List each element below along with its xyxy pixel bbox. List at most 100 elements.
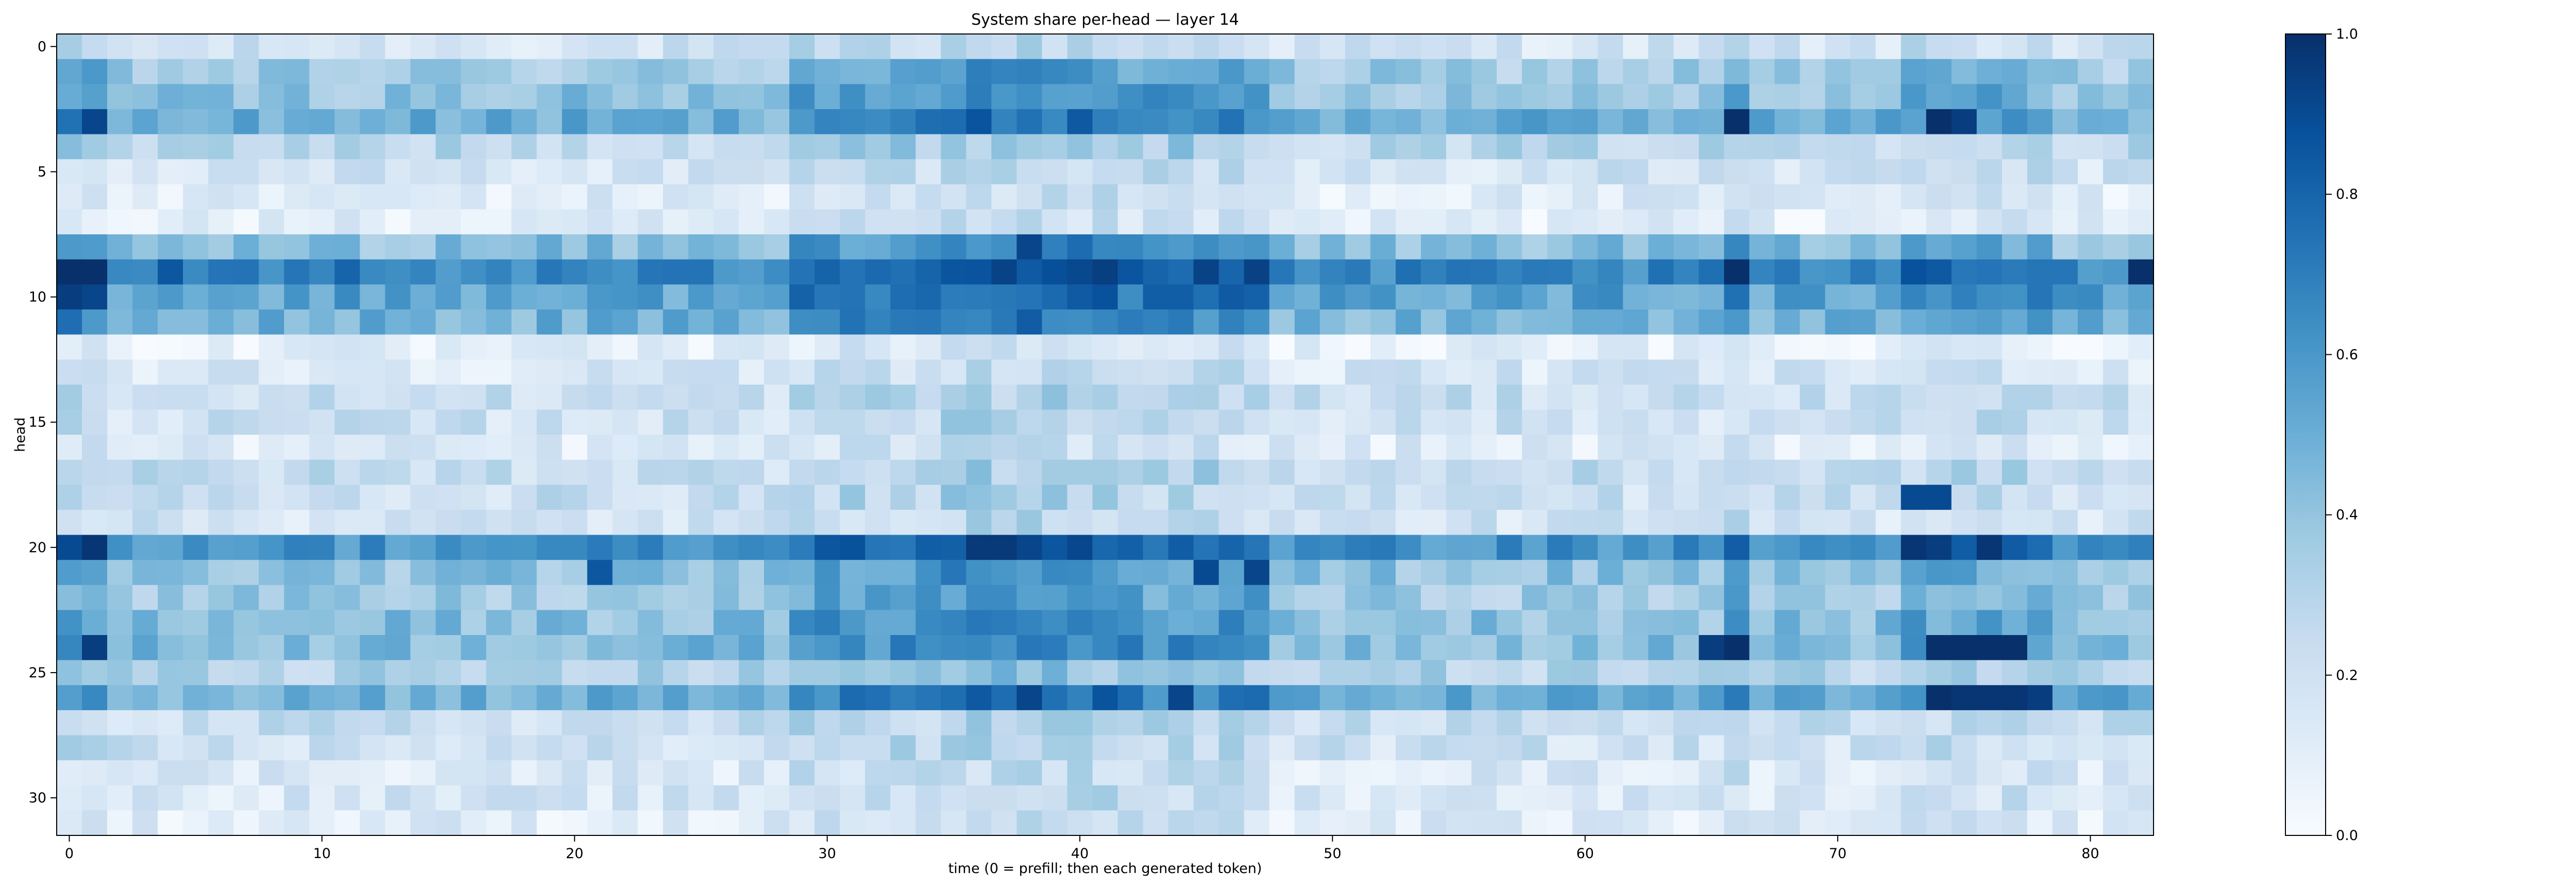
heatmap-cell <box>562 560 588 586</box>
heatmap-cell <box>713 184 739 210</box>
heatmap-cell <box>1370 635 1396 661</box>
heatmap-cell <box>435 660 462 686</box>
heatmap-cell <box>2027 610 2053 636</box>
heatmap-cell <box>334 409 361 435</box>
heatmap-cell <box>1016 109 1043 135</box>
heatmap-cell <box>1143 109 1169 135</box>
heatmap-cell <box>764 560 790 586</box>
heatmap-cell <box>511 685 537 711</box>
heatmap-cell <box>865 710 891 736</box>
heatmap-cell <box>1926 810 1952 836</box>
heatmap-cell <box>738 384 765 410</box>
heatmap-cell <box>360 685 386 711</box>
heatmap-cell <box>991 84 1017 110</box>
heatmap-cell <box>1699 309 1724 335</box>
heatmap-cell <box>1951 84 1977 110</box>
heatmap-cell <box>1420 184 1447 210</box>
heatmap-cell <box>2077 810 2104 836</box>
heatmap-cell <box>1168 209 1194 235</box>
heatmap-cell <box>663 485 689 510</box>
heatmap-cell <box>1193 585 1219 610</box>
heatmap-cell <box>309 209 335 235</box>
heatmap-cell <box>840 209 866 235</box>
heatmap-cell <box>738 259 765 285</box>
heatmap-cell <box>941 485 967 510</box>
heatmap-cell <box>2103 635 2129 661</box>
heatmap-cell <box>284 334 310 360</box>
heatmap-cell <box>183 685 209 711</box>
heatmap-cell <box>1875 184 1902 210</box>
heatmap-cell <box>2052 485 2078 510</box>
heatmap-cell <box>82 485 108 510</box>
heatmap-cell <box>637 209 664 235</box>
heatmap-cell <box>991 209 1017 235</box>
heatmap-cell <box>511 360 537 385</box>
heatmap-cell <box>1673 384 1699 410</box>
heatmap-cell <box>486 209 512 235</box>
heatmap-cell <box>2128 284 2154 310</box>
heatmap-cell <box>2077 785 2104 811</box>
x-tick-label: 20 <box>566 846 583 862</box>
heatmap-cell <box>2027 360 2053 385</box>
heatmap-cell <box>486 810 512 836</box>
heatmap-cell <box>1471 209 1497 235</box>
heatmap-cell <box>612 710 638 736</box>
heatmap-cell <box>562 459 588 485</box>
heatmap-cell <box>688 585 714 610</box>
heatmap-cell <box>511 109 537 135</box>
heatmap-cell <box>1319 560 1346 586</box>
heatmap-cell <box>284 360 310 385</box>
heatmap-cell <box>1699 509 1724 536</box>
heatmap-cell <box>2002 409 2028 435</box>
heatmap-cell <box>1774 284 1801 310</box>
heatmap-cell <box>1016 760 1043 786</box>
heatmap-cell <box>587 84 613 110</box>
heatmap-cell <box>1749 635 1775 661</box>
x-tick-label: 40 <box>1071 846 1089 862</box>
heatmap-cell <box>486 409 512 435</box>
heatmap-cell <box>360 159 386 185</box>
heatmap-cell <box>1951 59 1977 84</box>
heatmap-cell <box>1724 134 1750 160</box>
heatmap-cell <box>2002 309 2028 335</box>
heatmap-cell <box>1067 459 1093 485</box>
heatmap-cell <box>1143 435 1169 460</box>
heatmap-cell <box>410 184 436 210</box>
heatmap-cell <box>637 184 664 210</box>
heatmap-cell <box>1572 760 1598 786</box>
heatmap-cell <box>1774 685 1801 711</box>
heatmap-cell <box>2103 134 2129 160</box>
heatmap-cell <box>1143 334 1169 360</box>
heatmap-cell <box>461 459 487 485</box>
heatmap-cell <box>1042 760 1068 786</box>
heatmap-cell <box>1294 459 1320 485</box>
heatmap-cell <box>410 360 436 385</box>
heatmap-cell <box>360 384 386 410</box>
heatmap-cell <box>1218 109 1245 135</box>
heatmap-cell <box>562 334 588 360</box>
heatmap-cell <box>486 710 512 736</box>
heatmap-cell <box>1825 760 1851 786</box>
heatmap-cell <box>764 735 790 761</box>
heatmap-cell <box>2128 785 2154 811</box>
heatmap-cell <box>486 234 512 260</box>
heatmap-cell <box>1446 760 1472 786</box>
heatmap-cell <box>1800 735 1826 761</box>
heatmap-cell <box>1117 284 1144 310</box>
heatmap-cell <box>1370 810 1396 836</box>
heatmap-cell <box>2103 735 2129 761</box>
heatmap-cell <box>1850 334 1876 360</box>
heatmap-cell <box>1875 159 1902 185</box>
heatmap-cell <box>1547 610 1573 636</box>
heatmap-cell <box>840 184 866 210</box>
heatmap-cell <box>132 259 158 285</box>
heatmap-cell <box>1117 234 1144 260</box>
heatmap-cell <box>991 334 1017 360</box>
heatmap-cell <box>1623 435 1649 460</box>
heatmap-cell <box>385 610 411 636</box>
heatmap-cell <box>1699 284 1724 310</box>
heatmap-cell <box>890 334 916 360</box>
heatmap-cell <box>1926 459 1952 485</box>
heatmap-cell <box>1244 234 1270 260</box>
